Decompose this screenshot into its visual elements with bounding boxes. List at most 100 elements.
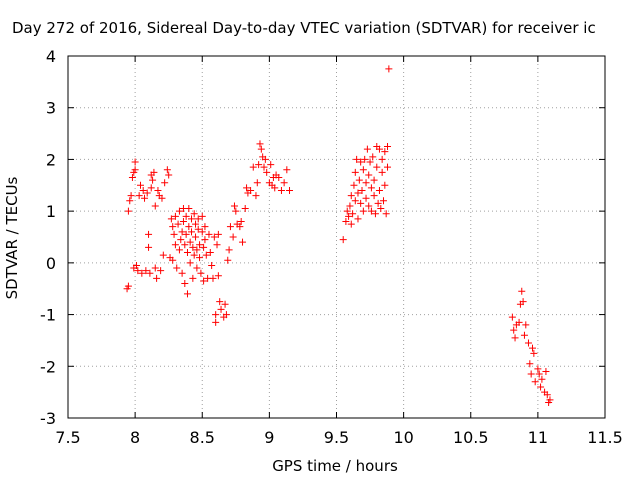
data-point [366, 158, 374, 166]
data-point [197, 269, 205, 277]
data-point [202, 251, 210, 259]
data-point [531, 378, 539, 386]
data-point [192, 220, 200, 228]
data-point [374, 199, 382, 207]
x-tick-label: 10 [393, 428, 413, 447]
data-point [378, 168, 386, 176]
data-point [384, 143, 392, 150]
data-point [370, 176, 378, 184]
y-tick-label: -2 [40, 357, 56, 376]
data-point [241, 205, 249, 213]
data-point [354, 189, 362, 197]
data-point [518, 287, 526, 295]
data-point [201, 223, 209, 231]
data-point [367, 207, 375, 215]
data-point [381, 148, 389, 156]
data-point [249, 163, 257, 171]
data-point [206, 249, 214, 257]
data-point [530, 349, 538, 357]
data-point [186, 259, 194, 267]
data-point [169, 256, 177, 264]
data-point [267, 161, 275, 169]
data-point [252, 192, 260, 200]
data-point [280, 179, 288, 187]
data-point [355, 176, 363, 184]
data-point [369, 153, 377, 161]
data-point [537, 383, 545, 391]
data-point [173, 264, 181, 272]
data-point [143, 189, 151, 197]
data-point [357, 199, 365, 207]
data-point [260, 163, 268, 171]
data-point [377, 205, 385, 213]
data-point [367, 184, 375, 192]
x-tick-label: 11.5 [587, 428, 623, 447]
data-point [538, 375, 546, 383]
data-point [370, 192, 378, 200]
data-point [183, 290, 191, 298]
data-point [177, 236, 185, 244]
data-point [186, 238, 194, 246]
data-point [286, 186, 294, 194]
data-point [153, 274, 161, 282]
data-point [247, 186, 255, 194]
data-point [150, 168, 158, 176]
data-point [178, 228, 186, 236]
data-point [124, 207, 132, 215]
data-point [526, 360, 534, 368]
data-point [145, 243, 153, 251]
data-point [257, 145, 265, 153]
data-point [375, 186, 383, 194]
data-point [171, 241, 179, 249]
data-point [146, 269, 154, 277]
data-point [230, 202, 238, 210]
data-point [214, 272, 222, 280]
y-tick-label: 1 [46, 202, 56, 221]
data-point [359, 166, 367, 174]
data-point [209, 274, 217, 282]
data-point [345, 212, 353, 220]
data-point [200, 243, 208, 251]
y-axis-label: SDTVAR / TECUs [3, 176, 21, 299]
data-point [511, 334, 519, 342]
data-point [213, 241, 221, 249]
data-point [253, 179, 261, 187]
data-point [193, 246, 201, 254]
x-tick-label: 9 [264, 428, 274, 447]
data-point [147, 184, 155, 192]
x-axis: 7.5 8 8.5 9 9.5 10 10.5 11 11.5 [55, 56, 623, 447]
data-point [161, 179, 169, 187]
data-point [165, 171, 173, 179]
data-point [185, 223, 193, 231]
data-point [363, 145, 371, 153]
y-axis: -3 -2 -1 0 1 2 3 4 [40, 47, 605, 428]
y-tick-label: 3 [46, 99, 56, 118]
data-point [362, 194, 370, 202]
data-point [255, 161, 263, 169]
data-point [226, 223, 234, 231]
data-point [210, 233, 218, 241]
data-point [131, 158, 139, 166]
data-point [349, 210, 357, 218]
data-point [342, 217, 350, 225]
x-tick-label: 7.5 [55, 428, 80, 447]
data-point [189, 243, 197, 251]
data-point [188, 215, 196, 223]
data-point [212, 311, 220, 319]
data-point [151, 264, 159, 272]
data-point [158, 194, 166, 202]
data-point [198, 212, 206, 220]
x-tick-label: 9.5 [324, 428, 349, 447]
data-point [515, 318, 523, 326]
data-point [188, 228, 196, 236]
data-point [261, 155, 269, 163]
data-point [243, 184, 251, 192]
data-point [378, 155, 386, 163]
y-tick-label: 2 [46, 150, 56, 169]
data-point [361, 155, 369, 163]
data-point [222, 311, 230, 319]
data-point [132, 261, 140, 269]
data-point [163, 166, 171, 174]
data-point [126, 197, 134, 205]
